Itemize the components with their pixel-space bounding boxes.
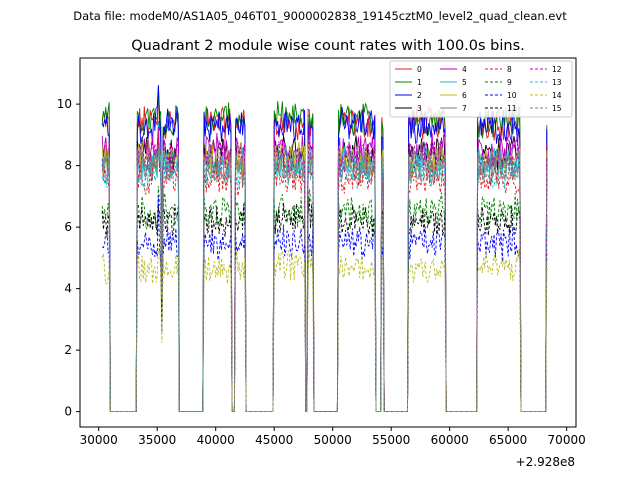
series-line-14 <box>101 243 548 413</box>
legend-box <box>389 60 573 118</box>
y-tick-label: 2 <box>64 343 72 357</box>
legend-label-7: 7 <box>462 104 467 113</box>
legend-label-15: 15 <box>552 104 562 113</box>
legend-label-2: 2 <box>417 91 422 100</box>
y-tick-label: 10 <box>57 97 72 111</box>
x-tick-label: 65000 <box>489 433 527 447</box>
series-line-15 <box>101 146 548 413</box>
x-tick-label: 35000 <box>138 433 176 447</box>
x-axis: 30000 35000 40000 45000 50000 55000 60000 65000… <box>80 427 586 447</box>
legend-label-3: 3 <box>417 104 422 113</box>
x-offset-label: +2.928e8 <box>516 455 575 469</box>
legend-label-4: 4 <box>462 65 467 74</box>
series-layer <box>101 84 548 413</box>
x-tick-label: 55000 <box>372 433 410 447</box>
legend-label-12: 12 <box>552 65 562 74</box>
legend-label-14: 14 <box>552 91 562 100</box>
chart-title: Quadrant 2 module wise count rates with … <box>131 38 525 54</box>
y-tick-label: 0 <box>64 405 72 419</box>
y-tick-label: 8 <box>64 159 72 173</box>
legend-label-9: 9 <box>507 78 512 87</box>
y-tick-label: 6 <box>64 220 72 234</box>
series-line-11 <box>101 197 548 413</box>
x-tick-label: 45000 <box>255 433 293 447</box>
legend-label-0: 0 <box>417 65 422 74</box>
x-tick-label: 40000 <box>197 433 235 447</box>
legend-label-6: 6 <box>462 91 467 100</box>
legend-label-13: 13 <box>552 78 562 87</box>
plot-frame <box>79 57 577 428</box>
legend-label-5: 5 <box>462 78 467 87</box>
legend-label-8: 8 <box>507 65 512 74</box>
legend-label-10: 10 <box>507 91 517 100</box>
legend-label-1: 1 <box>417 78 422 87</box>
x-tick-label: 70000 <box>548 433 586 447</box>
y-tick-label: 4 <box>64 282 72 296</box>
x-tick-label: 30000 <box>80 433 118 447</box>
x-tick-label: 50000 <box>314 433 352 447</box>
legend-label-11: 11 <box>507 104 517 113</box>
x-tick-label: 60000 <box>431 433 469 447</box>
y-axis: 0 2 4 6 8 10 <box>57 97 80 419</box>
suptitle: Data file: modeM0/AS1A05_046T01_90000028… <box>73 9 567 23</box>
